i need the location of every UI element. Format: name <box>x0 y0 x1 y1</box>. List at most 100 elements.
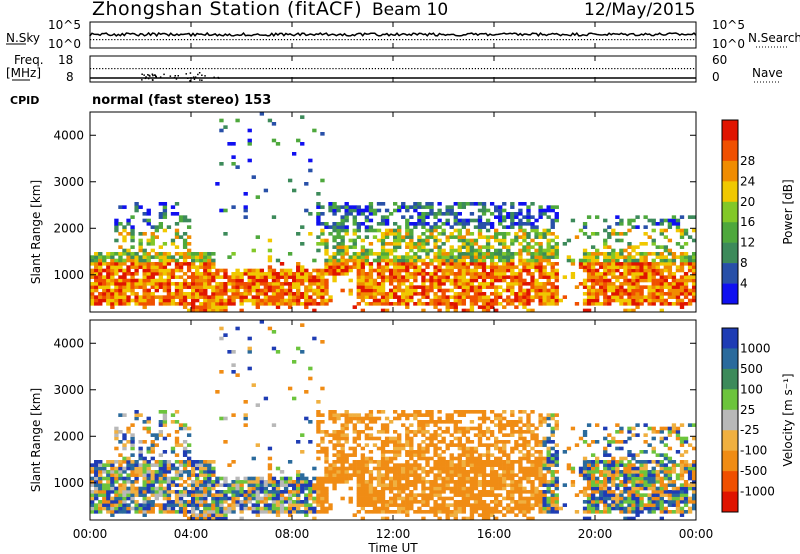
echo-cell <box>376 410 382 414</box>
echo-cell <box>417 430 422 434</box>
echo-cell <box>514 423 519 427</box>
echo-cell <box>615 446 620 451</box>
echo-cell <box>336 242 341 246</box>
echo-cell <box>384 506 390 511</box>
echo-cell <box>235 272 240 276</box>
echo-cell <box>162 205 168 209</box>
echo-cell <box>522 228 527 233</box>
echo-cell <box>130 285 135 289</box>
echo-cell <box>110 302 115 306</box>
echo-cell <box>380 410 386 414</box>
echo-cell <box>409 285 414 289</box>
echo-cell <box>554 295 559 299</box>
echo-cell <box>481 245 487 249</box>
echo-cell <box>554 506 559 511</box>
echo-cell <box>534 218 539 223</box>
echo-cell <box>340 255 345 259</box>
echo-cell <box>267 493 273 497</box>
echo-cell <box>522 503 527 507</box>
echo-cell <box>114 470 119 474</box>
echo-cell <box>522 238 527 243</box>
echo-cell <box>98 493 103 497</box>
echo-cell <box>687 262 693 266</box>
echo-cell <box>578 473 584 477</box>
echo-cell <box>267 238 273 243</box>
echo-cell <box>675 222 681 226</box>
echo-cell <box>332 255 337 259</box>
echo-cell <box>259 272 265 276</box>
echo-cell <box>207 305 212 309</box>
echo-cell <box>215 490 220 494</box>
echo-cell <box>393 288 398 293</box>
echo-cell <box>417 298 422 303</box>
echo-cell <box>332 463 337 467</box>
echo-cell <box>320 480 325 484</box>
echo-cell <box>397 298 402 303</box>
echo-cell <box>445 460 450 464</box>
echo-cell <box>607 476 612 481</box>
echo-cell <box>154 295 159 299</box>
echo-cell <box>380 272 386 276</box>
echo-cell <box>469 255 475 259</box>
echo-cell <box>372 208 378 213</box>
echo-cell <box>671 278 677 283</box>
echo-cell <box>469 242 475 246</box>
echo-cell <box>296 496 301 501</box>
echo-cell <box>146 426 151 431</box>
echo-cell <box>186 433 192 437</box>
echo-cell <box>154 272 159 276</box>
echo-cell <box>477 423 483 427</box>
echo-cell <box>154 436 159 441</box>
echo-cell <box>498 473 503 477</box>
echo-cell <box>114 258 119 263</box>
echo-cell <box>219 490 224 494</box>
echo-cell <box>94 510 99 514</box>
echo-cell <box>554 510 559 514</box>
echo-cell <box>384 278 390 283</box>
echo-cell <box>675 282 681 286</box>
echo-cell <box>417 446 422 451</box>
echo-cell <box>611 258 616 263</box>
echo-cell <box>267 265 273 269</box>
echo-cell <box>368 272 374 276</box>
echo-cell <box>542 232 547 236</box>
echo-cell <box>348 463 353 467</box>
echo-cell <box>659 262 664 266</box>
echo-cell <box>510 430 515 434</box>
echo-cell <box>425 215 430 219</box>
echo-cell <box>651 242 656 246</box>
echo-cell <box>534 278 539 283</box>
echo-cell <box>530 265 535 269</box>
echo-cell <box>170 255 176 259</box>
echo-cell <box>530 285 535 289</box>
echo-cell <box>384 500 390 504</box>
echo-cell <box>296 490 301 494</box>
echo-cell <box>283 486 289 491</box>
echo-cell <box>413 473 418 477</box>
echo-cell <box>227 302 232 306</box>
echo-cell <box>134 490 139 494</box>
echo-cell <box>477 440 483 444</box>
echo-cell <box>320 302 325 306</box>
echo-cell <box>586 252 592 256</box>
echo-cell <box>485 275 491 279</box>
echo-cell <box>401 235 406 239</box>
echo-cell <box>485 308 491 313</box>
echo-cell <box>489 443 495 447</box>
echo-cell <box>409 500 414 504</box>
echo-cell <box>356 413 361 417</box>
echo-cell <box>595 278 600 283</box>
echo-cell <box>308 298 313 303</box>
echo-cell <box>554 420 559 424</box>
echo-cell <box>219 496 224 501</box>
echo-cell <box>146 218 151 223</box>
echo-cell <box>203 278 208 283</box>
echo-cell <box>518 466 523 471</box>
echo-cell <box>510 225 515 229</box>
echo-cell <box>328 466 333 471</box>
echo-cell <box>473 202 479 206</box>
echo-cell <box>405 288 410 293</box>
echo-cell <box>215 285 220 289</box>
echo-cell <box>316 426 321 431</box>
echo-cell <box>582 225 588 229</box>
